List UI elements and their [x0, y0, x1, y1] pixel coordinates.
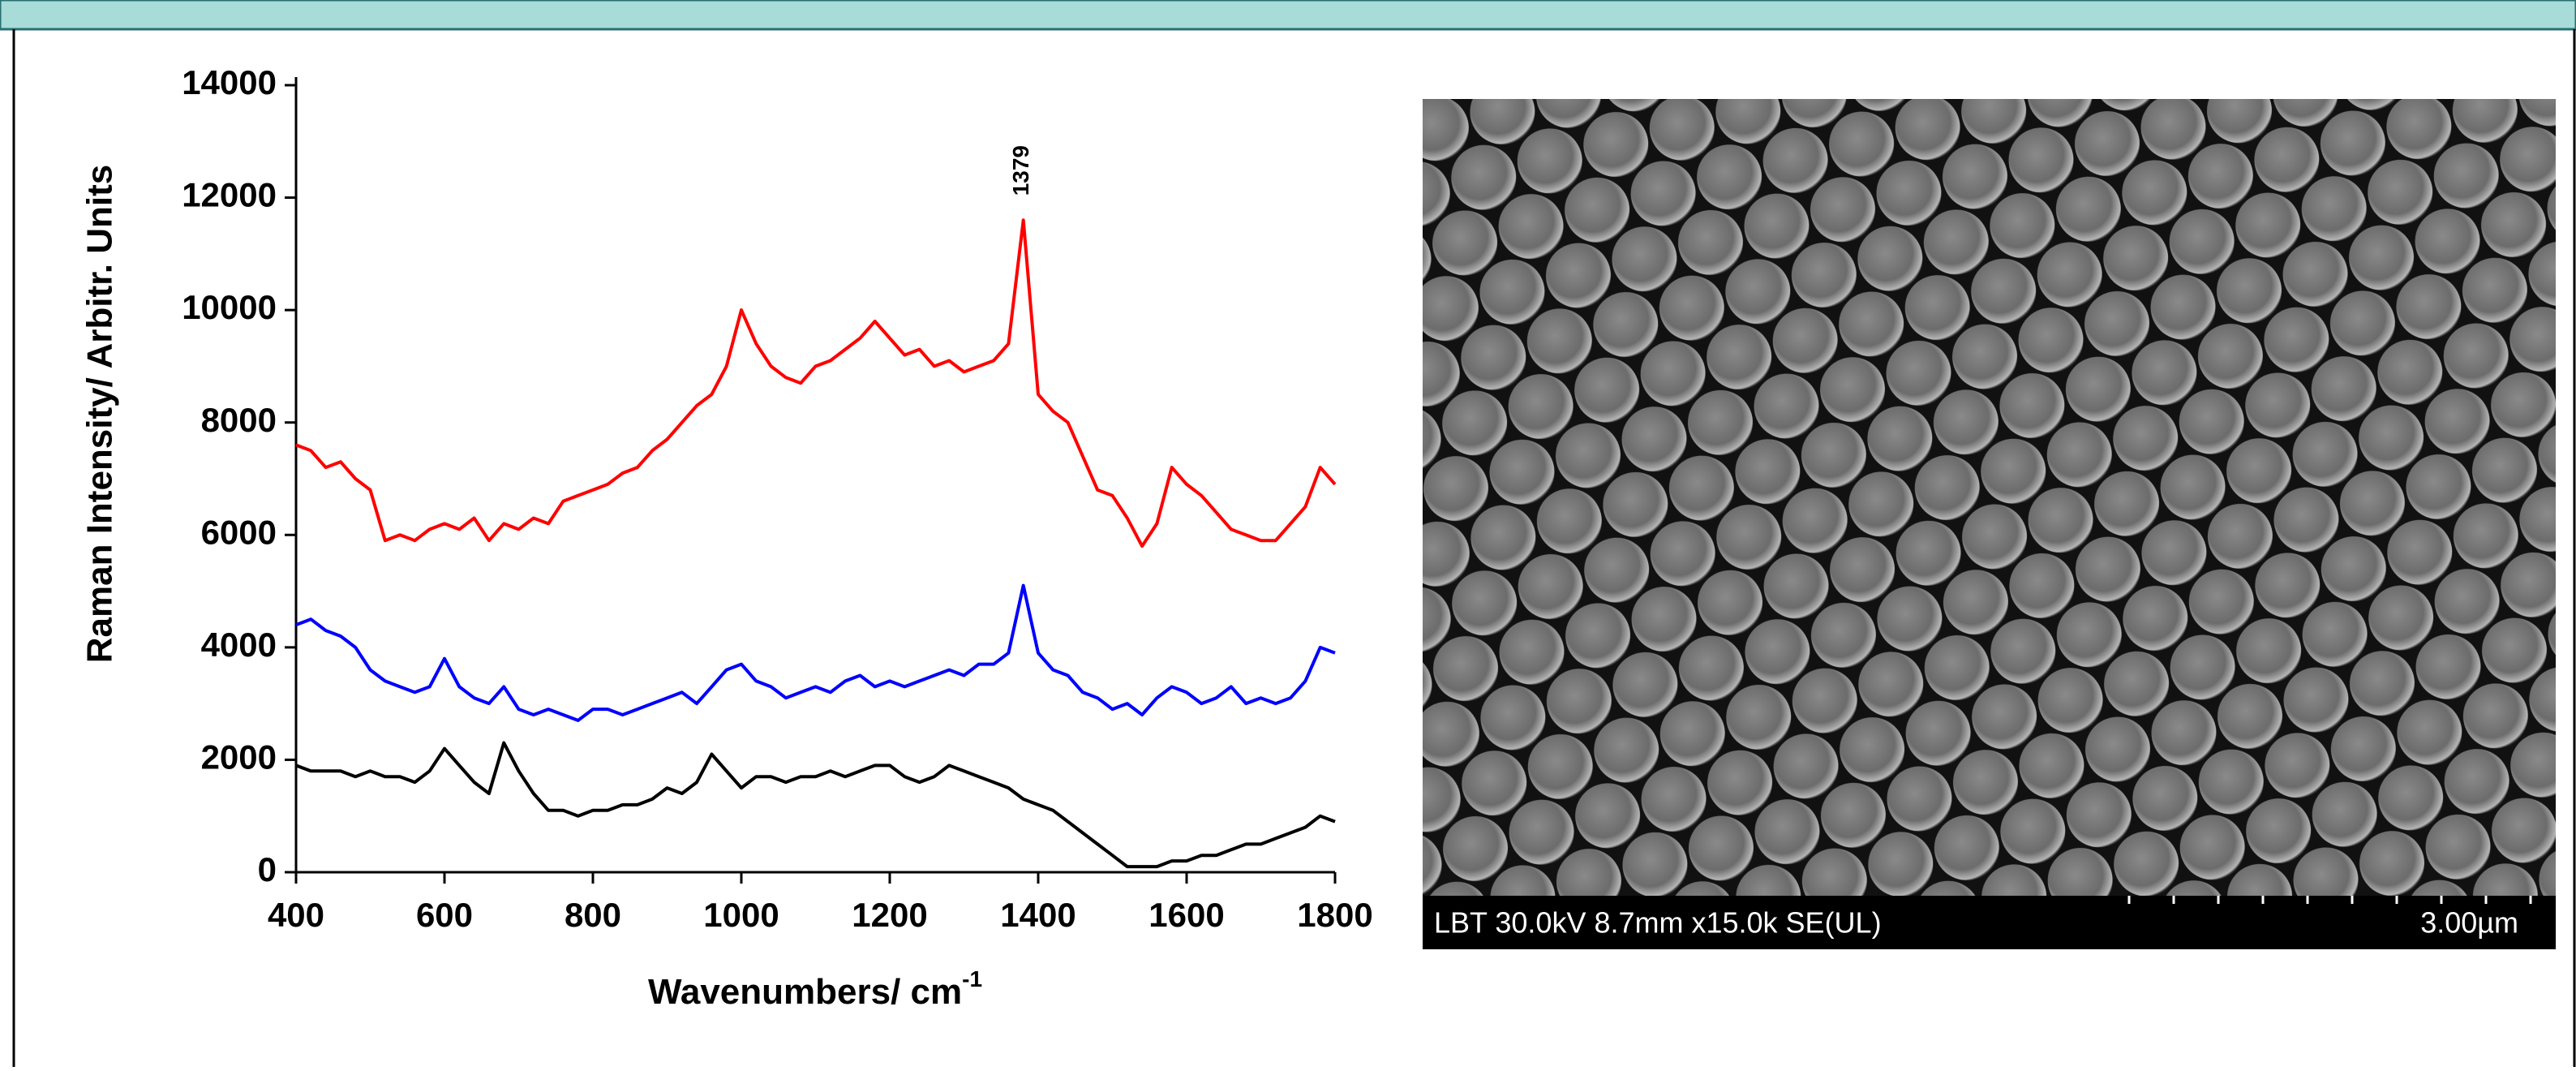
- peak-annotation: 1379: [1008, 145, 1033, 196]
- x-axis-title: Wavenumbers/ cm-1: [648, 966, 982, 1011]
- y-tick-label: 8000: [201, 401, 277, 439]
- y-tick-label: 0: [258, 850, 277, 888]
- x-tick-label: 1000: [703, 896, 779, 934]
- x-tick-label: 400: [268, 896, 324, 934]
- x-tick-label: 1800: [1297, 896, 1372, 934]
- figure: LBT 30.0kV 8.7mm x15.0k SE(UL) 3.00µm Ra…: [0, 0, 2576, 1067]
- sem-scale-bar-label: 3.00µm: [2420, 906, 2518, 940]
- y-tick-label: 6000: [201, 513, 277, 551]
- y-axis-title: Raman Intensity/ Arbitr. Units: [80, 165, 120, 663]
- series-line: [296, 743, 1335, 867]
- y-tick-label: 4000: [201, 626, 277, 664]
- x-axis-title-sup: -1: [962, 966, 982, 991]
- x-axis-title-text: Wavenumbers/ cm: [648, 972, 962, 1012]
- header-bar: [0, 0, 2576, 29]
- series-line: [296, 220, 1335, 546]
- sem-image: LBT 30.0kV 8.7mm x15.0k SE(UL) 3.00µm: [1423, 99, 2556, 949]
- x-tick-label: 1600: [1148, 896, 1224, 934]
- x-tick-label: 600: [416, 896, 473, 934]
- x-tick-label: 1400: [1000, 896, 1075, 934]
- y-tick-label: 10000: [182, 288, 277, 326]
- x-tick-label: 800: [565, 896, 621, 934]
- y-tick-label: 14000: [182, 63, 277, 101]
- sem-particles: [1423, 99, 2556, 896]
- y-tick-label: 12000: [182, 176, 277, 214]
- sem-caption: LBT 30.0kV 8.7mm x15.0k SE(UL): [1434, 906, 1882, 940]
- x-tick-label: 1200: [852, 896, 927, 934]
- y-tick-label: 2000: [201, 738, 277, 776]
- series-line: [296, 586, 1335, 720]
